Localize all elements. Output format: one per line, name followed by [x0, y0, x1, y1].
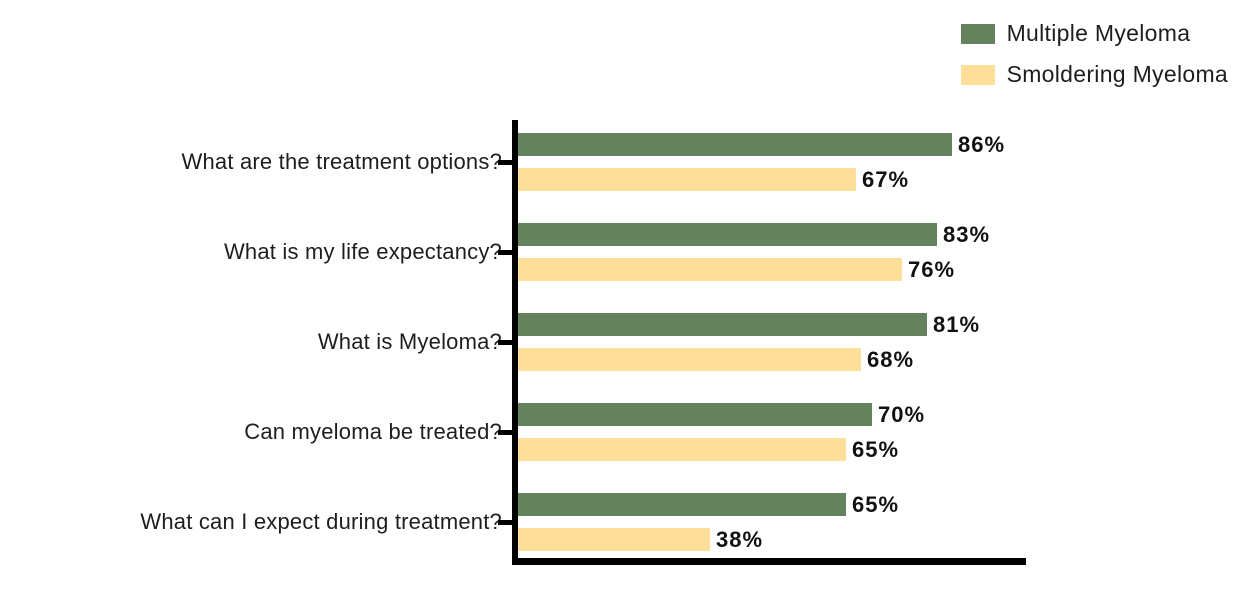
category-tick — [498, 340, 512, 345]
category-tick — [498, 520, 512, 525]
bar-row: 65% — [518, 436, 1026, 462]
category-label: What is my life expectancy? — [223, 239, 502, 264]
bar-multiple-myeloma — [518, 223, 937, 246]
bar-row: 38% — [518, 526, 1026, 552]
legend: Multiple Myeloma Smoldering Myeloma — [960, 20, 1228, 88]
bar-value-label: 65% — [852, 491, 900, 517]
bar-value-label: 70% — [878, 401, 926, 427]
bar-row: 76% — [518, 256, 1026, 282]
bar-row: 65% — [518, 491, 1026, 517]
x-axis-line — [512, 558, 1026, 565]
bar-multiple-myeloma — [518, 493, 846, 516]
legend-label: Smoldering Myeloma — [1006, 61, 1228, 87]
bar-row: 83% — [518, 221, 1026, 247]
category-tick — [498, 250, 512, 255]
bar-smoldering-myeloma — [518, 348, 861, 371]
bar-smoldering-myeloma — [518, 528, 710, 551]
category-label: Can myeloma be treated? — [244, 419, 502, 444]
bar-smoldering-myeloma — [518, 258, 902, 281]
bar-value-label: 81% — [933, 311, 981, 337]
bar-smoldering-myeloma — [518, 438, 846, 461]
bar-multiple-myeloma — [518, 133, 952, 156]
y-axis-line — [512, 120, 518, 565]
bar-value-label: 67% — [862, 166, 910, 192]
legend-swatch-smoldering-myeloma — [960, 64, 995, 85]
bar-row: 70% — [518, 401, 1026, 427]
bar-smoldering-myeloma — [518, 168, 856, 191]
category-label: What can I expect during treatment? — [140, 509, 502, 534]
bar-value-label: 65% — [852, 436, 900, 462]
bar-value-label: 86% — [958, 131, 1006, 157]
bar-multiple-myeloma — [518, 403, 872, 426]
bar-value-label: 76% — [908, 256, 956, 282]
bar-multiple-myeloma — [518, 313, 927, 336]
legend-item-smoldering-myeloma: Smoldering Myeloma — [960, 61, 1228, 88]
bar-row: 67% — [518, 166, 1026, 192]
category-label: What are the treatment options? — [181, 149, 502, 174]
legend-swatch-multiple-myeloma — [960, 23, 995, 44]
plot-area: 86% 67% 83% 76% 81% 68% 70% 65% 65% 38% — [498, 120, 1026, 565]
legend-label: Multiple Myeloma — [1006, 20, 1191, 46]
bar-row: 68% — [518, 346, 1026, 372]
bar-row: 81% — [518, 311, 1026, 337]
bar-value-label: 38% — [716, 526, 764, 552]
category-tick — [498, 160, 512, 165]
bar-value-label: 68% — [867, 346, 915, 372]
bar-value-label: 83% — [943, 221, 991, 247]
bar-row: 86% — [518, 131, 1026, 157]
legend-item-multiple-myeloma: Multiple Myeloma — [960, 20, 1228, 47]
category-label: What is Myeloma? — [317, 329, 502, 354]
category-tick — [498, 430, 512, 435]
